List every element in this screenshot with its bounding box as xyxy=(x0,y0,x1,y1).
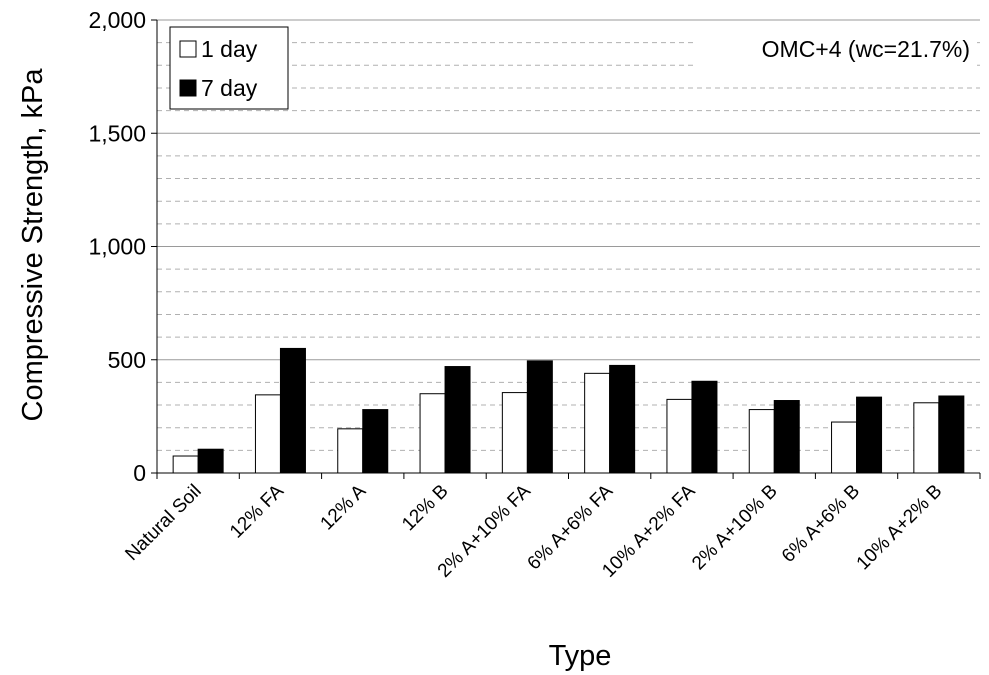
bar-1-day-3 xyxy=(419,393,446,474)
bar-7-day-7 xyxy=(773,400,800,474)
x-category-label: 6% A+6% B xyxy=(778,481,864,567)
bar-1-day-0 xyxy=(172,455,199,474)
x-category-label: Natural Soil xyxy=(121,481,205,565)
bar-7-day-3 xyxy=(444,366,471,474)
x-category-label: 12% FA xyxy=(226,480,288,542)
annotation-text: OMC+4 (wc=21.7%) xyxy=(762,36,970,62)
annotation-background xyxy=(695,28,977,70)
y-tick-label: 500 xyxy=(108,347,146,373)
bar-7-day-1 xyxy=(279,347,306,474)
legend-label-7-day: 7 day xyxy=(201,75,258,101)
y-tick-label: 1,000 xyxy=(88,234,146,260)
tick-labels: 0 500 1,000 1,500 2,000 xyxy=(88,7,146,486)
y-tick-label: 2,000 xyxy=(88,7,146,33)
bar-7-day-4 xyxy=(526,360,553,474)
bar-1-day-6 xyxy=(666,398,693,474)
y-tick-label: 0 xyxy=(133,460,146,486)
bar-1-day-1 xyxy=(254,394,281,474)
axes xyxy=(151,19,981,479)
bar-7-day-9 xyxy=(938,395,965,474)
bar-7-day-8 xyxy=(856,396,883,474)
bar-1-day-7 xyxy=(748,409,775,474)
bar-1-day-8 xyxy=(831,421,858,474)
x-category-label: 2% A+10% B xyxy=(688,481,782,575)
legend-swatch-1-day xyxy=(179,40,197,58)
bar-1-day-9 xyxy=(913,402,940,474)
bar-7-day-2 xyxy=(362,409,389,474)
bar-7-day-5 xyxy=(609,364,636,474)
bar-1-day-4 xyxy=(501,392,528,474)
x-axis-title: Type xyxy=(549,640,612,672)
legend-swatch-7-day xyxy=(179,79,197,97)
bars xyxy=(172,347,965,474)
legend: 1 day 7 day xyxy=(169,26,289,110)
bar-7-day-6 xyxy=(691,380,718,474)
annotation: OMC+4 (wc=21.7%) xyxy=(695,28,977,70)
x-category-label: 10% A+2% B xyxy=(853,481,947,575)
y-tick-label: 1,500 xyxy=(88,120,146,146)
x-category-label: 12% B xyxy=(398,481,452,535)
x-category-label: 6% A+6% FA xyxy=(524,480,618,574)
legend-label-1-day: 1 day xyxy=(201,36,258,62)
bar-1-day-5 xyxy=(584,372,611,474)
x-category-label: 12% A xyxy=(317,480,371,534)
category-labels: Natural Soil 12% FA 12% A 12% B2% A+10% FA6… xyxy=(121,480,946,581)
bar-1-day-2 xyxy=(337,428,364,474)
bar-7-day-0 xyxy=(197,448,224,474)
y-axis-title: Compressive Strength, kPa xyxy=(17,68,49,422)
